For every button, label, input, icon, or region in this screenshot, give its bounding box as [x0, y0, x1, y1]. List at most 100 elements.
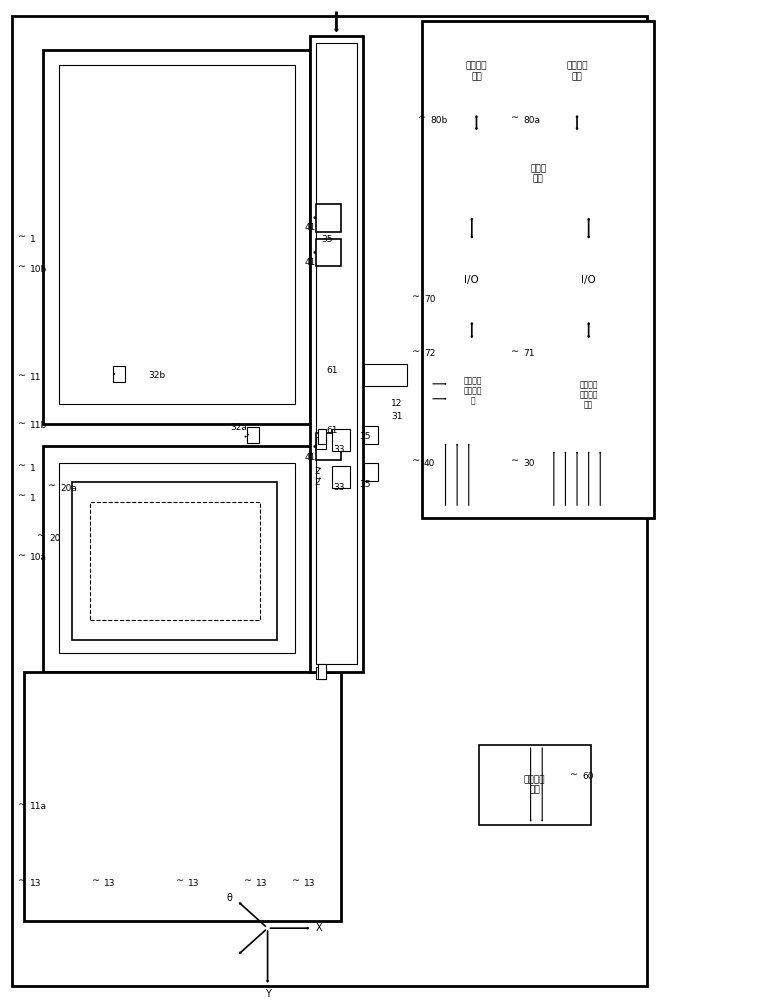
Text: ∼: ∼ — [18, 232, 26, 242]
FancyBboxPatch shape — [316, 204, 341, 232]
Text: ∼: ∼ — [412, 291, 420, 301]
Text: X: X — [315, 923, 322, 933]
Text: 41: 41 — [305, 223, 316, 232]
FancyBboxPatch shape — [90, 502, 260, 620]
Text: 80a: 80a — [523, 116, 540, 125]
Text: 61: 61 — [326, 366, 338, 375]
Text: 11b: 11b — [30, 421, 47, 430]
FancyBboxPatch shape — [364, 426, 378, 444]
Text: 20: 20 — [50, 534, 60, 543]
Text: 60: 60 — [583, 772, 594, 781]
FancyBboxPatch shape — [59, 463, 294, 653]
Text: 平台驱动
电路: 平台驱动 电路 — [567, 62, 587, 81]
Text: I/O: I/O — [464, 275, 479, 285]
Text: ∼: ∼ — [292, 875, 300, 885]
Text: 平台驱动
电路: 平台驱动 电路 — [466, 62, 487, 81]
Text: 31: 31 — [391, 412, 403, 421]
FancyBboxPatch shape — [531, 242, 646, 319]
FancyBboxPatch shape — [316, 667, 326, 679]
Text: 10a: 10a — [30, 553, 47, 562]
Text: ∼: ∼ — [418, 112, 426, 122]
Text: 11a: 11a — [30, 802, 47, 811]
Text: ∼: ∼ — [511, 346, 519, 356]
FancyBboxPatch shape — [332, 429, 350, 451]
Text: 激光位移
计控制装
置: 激光位移 计控制装 置 — [463, 376, 482, 406]
FancyBboxPatch shape — [430, 242, 514, 319]
FancyBboxPatch shape — [438, 31, 515, 112]
Text: 40: 40 — [424, 459, 436, 468]
Text: Y: Y — [264, 989, 270, 999]
Text: ∼: ∼ — [18, 460, 26, 470]
FancyBboxPatch shape — [43, 50, 310, 424]
FancyBboxPatch shape — [430, 341, 515, 441]
FancyBboxPatch shape — [59, 65, 294, 404]
FancyBboxPatch shape — [72, 482, 277, 640]
Text: 41: 41 — [305, 453, 316, 462]
Text: ∼: ∼ — [18, 418, 26, 428]
Text: 61: 61 — [326, 426, 338, 435]
FancyBboxPatch shape — [12, 16, 646, 986]
Text: 激光测长
系统控制
装置: 激光测长 系统控制 装置 — [580, 380, 598, 410]
Text: ∼: ∼ — [18, 370, 26, 380]
Text: 13: 13 — [30, 879, 42, 888]
Text: ∼: ∼ — [18, 550, 26, 560]
Text: 12: 12 — [391, 399, 403, 408]
FancyBboxPatch shape — [531, 341, 646, 449]
Text: 13: 13 — [256, 879, 267, 888]
Text: 33: 33 — [333, 445, 345, 454]
FancyBboxPatch shape — [479, 745, 591, 825]
Text: ∼: ∼ — [18, 261, 26, 271]
FancyBboxPatch shape — [24, 672, 341, 921]
FancyBboxPatch shape — [246, 427, 259, 443]
Text: 32b: 32b — [149, 371, 166, 380]
FancyBboxPatch shape — [430, 133, 646, 215]
Text: 20a: 20a — [60, 484, 78, 493]
Text: 13: 13 — [188, 879, 199, 888]
Text: ∼: ∼ — [244, 875, 252, 885]
Text: θ: θ — [227, 893, 232, 903]
FancyBboxPatch shape — [310, 36, 363, 672]
Text: 主控制
装置: 主控制 装置 — [530, 164, 546, 184]
Text: 13: 13 — [104, 879, 115, 888]
Text: 1: 1 — [30, 494, 36, 503]
FancyBboxPatch shape — [332, 466, 350, 488]
Text: ∼: ∼ — [412, 346, 420, 356]
Text: 13: 13 — [304, 879, 315, 888]
Text: 11: 11 — [30, 373, 42, 382]
FancyBboxPatch shape — [364, 364, 407, 386]
Text: 1: 1 — [30, 464, 36, 473]
FancyBboxPatch shape — [318, 429, 326, 444]
FancyBboxPatch shape — [422, 21, 654, 518]
FancyBboxPatch shape — [43, 446, 337, 672]
Text: 33: 33 — [333, 483, 345, 492]
FancyBboxPatch shape — [527, 31, 646, 112]
FancyBboxPatch shape — [316, 437, 326, 449]
Text: 70: 70 — [424, 295, 436, 304]
Text: ∼: ∼ — [511, 112, 519, 122]
Text: ∼: ∼ — [91, 875, 100, 885]
Text: 80b: 80b — [430, 116, 447, 125]
Text: ∼: ∼ — [18, 875, 26, 885]
Text: 35: 35 — [322, 235, 333, 244]
Text: ∼: ∼ — [37, 530, 46, 540]
Text: ∼: ∼ — [18, 799, 26, 809]
FancyBboxPatch shape — [316, 43, 356, 664]
Text: ∼: ∼ — [511, 455, 519, 465]
Text: ∼: ∼ — [18, 490, 26, 500]
Text: 35: 35 — [359, 432, 370, 441]
Text: 1: 1 — [30, 235, 36, 244]
Text: ∼: ∼ — [412, 455, 420, 465]
Text: 10b: 10b — [30, 265, 47, 274]
Text: I/O: I/O — [581, 275, 596, 285]
Text: 2: 2 — [314, 478, 319, 487]
Text: ∼: ∼ — [176, 875, 184, 885]
Text: 41: 41 — [305, 258, 316, 267]
Text: 图像处理
装置: 图像处理 装置 — [524, 775, 546, 795]
FancyBboxPatch shape — [113, 366, 126, 382]
FancyBboxPatch shape — [364, 463, 378, 481]
FancyBboxPatch shape — [316, 239, 341, 266]
Text: 2: 2 — [314, 467, 319, 476]
Text: 32a: 32a — [230, 423, 247, 432]
FancyBboxPatch shape — [318, 664, 326, 679]
Text: 71: 71 — [523, 349, 535, 358]
